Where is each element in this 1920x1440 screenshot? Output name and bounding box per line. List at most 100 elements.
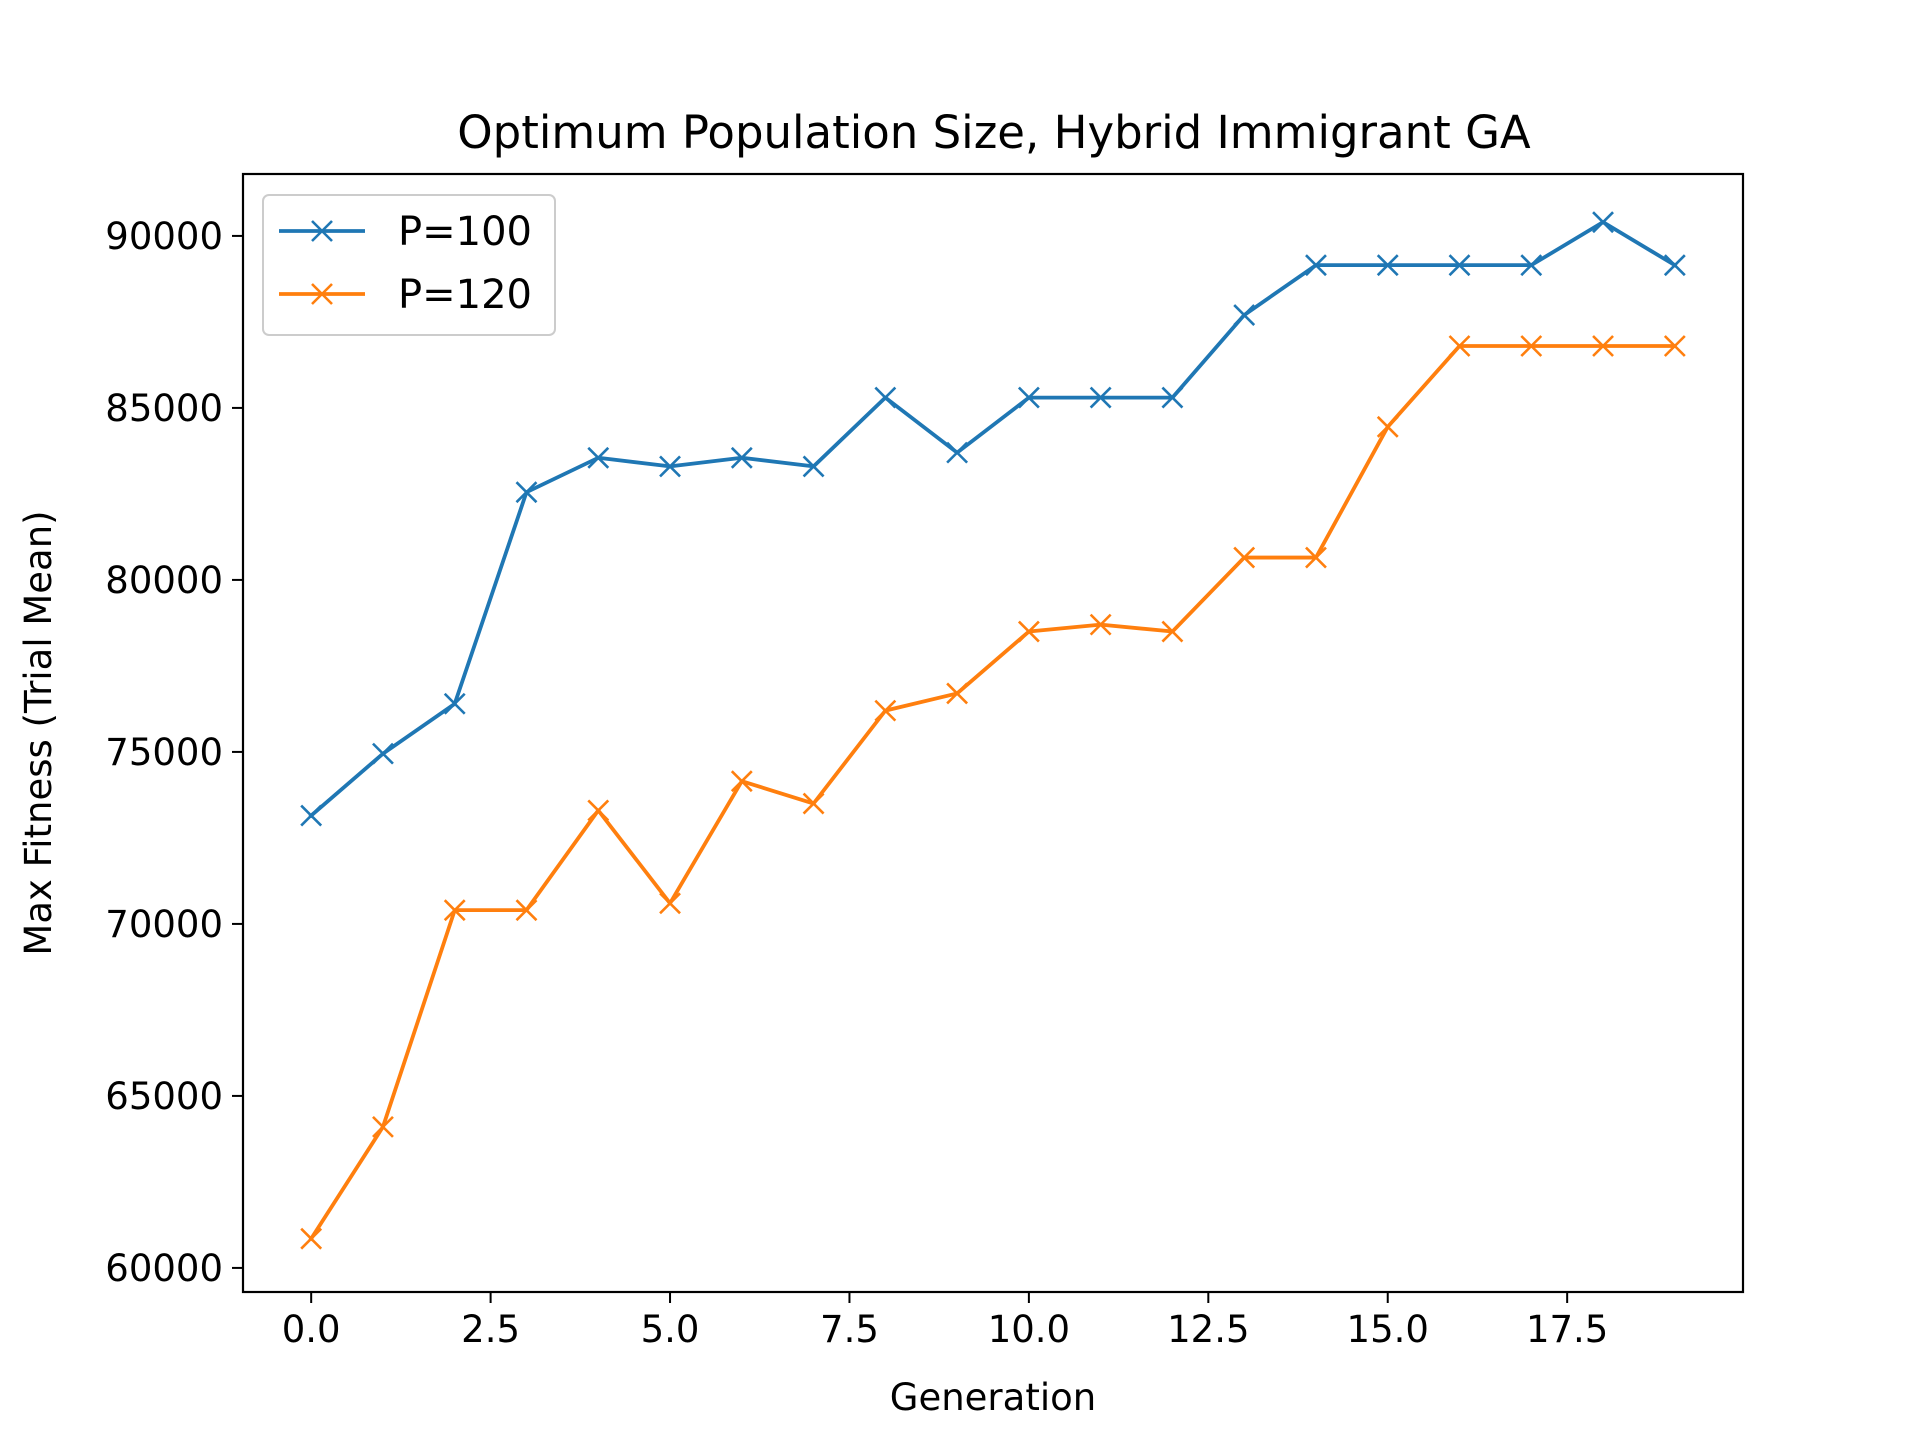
marker-stroke bbox=[1161, 386, 1184, 409]
marker-stroke bbox=[874, 386, 897, 409]
y-tick-label: 65000 bbox=[105, 1075, 223, 1118]
data-point-marker bbox=[515, 481, 538, 504]
data-point-marker bbox=[946, 682, 969, 705]
marker-stroke bbox=[1305, 546, 1327, 569]
marker-stroke bbox=[874, 699, 897, 722]
marker-stroke bbox=[587, 799, 610, 822]
data-point-marker bbox=[300, 1227, 323, 1250]
data-point-marker bbox=[874, 386, 897, 409]
data-point-marker bbox=[1305, 254, 1327, 277]
marker-stroke bbox=[1663, 254, 1686, 277]
data-point-marker bbox=[659, 455, 681, 478]
data-point-marker bbox=[515, 899, 538, 922]
x-tick-label: 7.5 bbox=[820, 1308, 879, 1351]
y-tick-label: 90000 bbox=[105, 215, 223, 258]
marker-stroke bbox=[730, 770, 753, 793]
marker-stroke bbox=[659, 892, 681, 915]
data-point-marker bbox=[372, 1115, 394, 1138]
marker-stroke bbox=[730, 446, 753, 469]
data-point-marker bbox=[1663, 335, 1686, 357]
marker-stroke bbox=[515, 481, 538, 504]
data-point-marker bbox=[1520, 335, 1543, 357]
data-point-marker bbox=[372, 742, 394, 765]
legend: P=100 P=120 bbox=[262, 194, 556, 336]
legend-marker-stroke bbox=[311, 283, 333, 305]
x-tick-label: 10.0 bbox=[988, 1308, 1070, 1351]
data-point-marker bbox=[874, 699, 897, 722]
marker-stroke bbox=[946, 682, 969, 705]
marker-stroke bbox=[515, 899, 538, 922]
series-line bbox=[308, 344, 1677, 1242]
data-point-marker bbox=[1089, 386, 1112, 409]
data-point-marker bbox=[946, 441, 969, 464]
data-point-marker bbox=[300, 804, 323, 827]
marker-stroke bbox=[1448, 335, 1471, 357]
marker-stroke bbox=[659, 455, 681, 478]
data-point-marker bbox=[1161, 620, 1184, 643]
x-tick-label: 15.0 bbox=[1347, 1308, 1429, 1351]
data-point-marker bbox=[587, 799, 610, 822]
marker-stroke bbox=[587, 446, 610, 469]
x-tick-label: 12.5 bbox=[1167, 1308, 1249, 1351]
x-tick-label: 17.5 bbox=[1526, 1308, 1608, 1351]
marker-stroke bbox=[1017, 386, 1040, 409]
data-point-marker bbox=[802, 455, 825, 478]
data-point-marker bbox=[1448, 335, 1471, 357]
data-point-marker bbox=[1448, 254, 1471, 277]
data-point-marker bbox=[1089, 613, 1112, 636]
plot-marks bbox=[300, 211, 1686, 1250]
data-point-marker bbox=[587, 446, 610, 469]
marker-stroke bbox=[1233, 304, 1256, 326]
data-point-marker bbox=[1592, 211, 1614, 234]
data-point-marker bbox=[1233, 546, 1256, 569]
data-point-marker bbox=[1305, 546, 1327, 569]
marker-stroke bbox=[1592, 335, 1614, 357]
data-point-marker bbox=[1376, 415, 1399, 438]
marker-stroke bbox=[1305, 254, 1327, 277]
marker-stroke bbox=[1448, 254, 1471, 277]
y-tick-label: 80000 bbox=[105, 559, 223, 602]
marker-stroke bbox=[802, 792, 825, 815]
marker-stroke bbox=[443, 899, 466, 922]
data-point-marker bbox=[1017, 386, 1040, 409]
marker-stroke bbox=[372, 742, 394, 765]
marker-stroke bbox=[300, 804, 323, 827]
data-point-marker bbox=[443, 899, 466, 922]
data-point-marker bbox=[730, 770, 753, 793]
marker-stroke bbox=[1233, 546, 1256, 569]
marker-stroke bbox=[946, 441, 969, 464]
data-point-marker bbox=[802, 792, 825, 815]
data-point-marker bbox=[730, 446, 753, 469]
marker-stroke bbox=[1376, 254, 1399, 277]
x-tick-label: 2.5 bbox=[461, 1308, 520, 1351]
data-point-marker bbox=[1592, 335, 1614, 357]
marker-stroke bbox=[1376, 415, 1399, 438]
data-point-marker bbox=[1017, 620, 1040, 643]
y-axis-ticks: 60000 65000 70000 75000 80000 85000 90000 bbox=[105, 215, 243, 1290]
data-point-marker bbox=[1161, 386, 1184, 409]
legend-marker-stroke bbox=[311, 220, 333, 242]
marker-stroke bbox=[1592, 211, 1614, 234]
marker-stroke bbox=[372, 1115, 394, 1138]
series-line bbox=[308, 220, 1678, 819]
data-point-marker bbox=[1376, 254, 1399, 277]
marker-stroke bbox=[1089, 386, 1112, 409]
marker-stroke bbox=[1663, 335, 1686, 357]
marker-stroke bbox=[443, 692, 466, 715]
y-tick-label: 70000 bbox=[105, 903, 223, 946]
marker-stroke bbox=[1520, 335, 1543, 357]
legend-label: P=100 bbox=[398, 209, 532, 255]
y-tick-label: 85000 bbox=[105, 387, 223, 430]
data-point-marker bbox=[1233, 304, 1256, 326]
legend-label: P=120 bbox=[398, 272, 532, 318]
data-point-marker bbox=[443, 692, 466, 715]
y-tick-label: 60000 bbox=[105, 1247, 223, 1290]
y-axis-label: Max Fitness (Trial Mean) bbox=[17, 510, 60, 955]
x-tick-label: 0.0 bbox=[282, 1308, 341, 1351]
marker-stroke bbox=[1520, 254, 1543, 277]
data-point-marker bbox=[659, 892, 681, 915]
x-axis-ticks: 0.0 2.5 5.0 7.5 10.0 12.5 15.0 17.5 bbox=[282, 1292, 1608, 1351]
data-point-marker bbox=[1663, 254, 1686, 277]
legend-items: P=100 P=120 bbox=[279, 209, 532, 318]
